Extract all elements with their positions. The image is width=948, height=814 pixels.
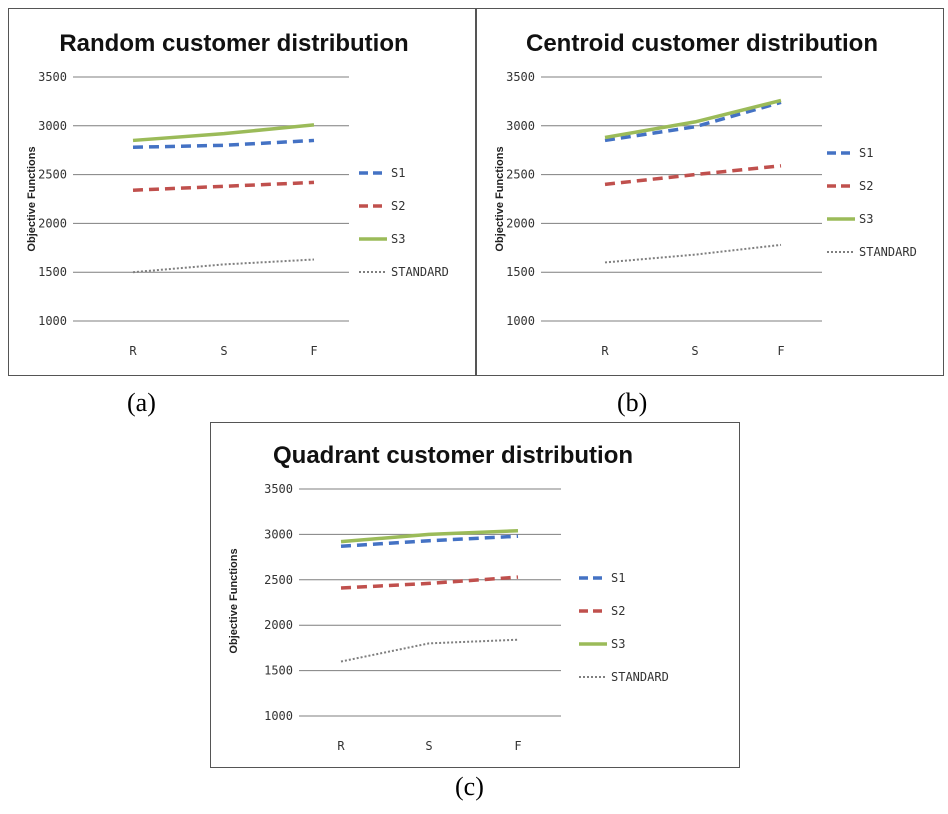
- y-tick-label: 1500: [264, 664, 293, 678]
- y-tick-label: 3000: [506, 119, 535, 133]
- caption-a: (a): [127, 388, 156, 417]
- series-line-standard: [340, 638, 519, 663]
- caption-c: (c): [455, 772, 484, 801]
- y-tick-label: 3500: [264, 482, 293, 496]
- legend-label: S1: [391, 166, 405, 180]
- chart-panel-random: Random customer distribution Objective F…: [8, 8, 476, 376]
- series-line-s2: [604, 164, 782, 187]
- chart-panel-centroid: Centroid customer distribution Objective…: [476, 8, 944, 376]
- y-tick-label: 3000: [38, 119, 67, 133]
- series-line-s3: [604, 98, 782, 140]
- y-tick-label: 2500: [38, 168, 67, 182]
- chart-title: Random customer distribution: [59, 30, 408, 57]
- x-tick-label: F: [777, 344, 784, 358]
- series-line-s2: [132, 180, 315, 192]
- legend-label: S2: [859, 179, 873, 193]
- y-tick-label: 3500: [506, 70, 535, 84]
- y-tick-label: 3000: [264, 527, 293, 541]
- legend-label: S2: [611, 604, 625, 618]
- y-axis-label: Objective Functions: [494, 146, 506, 251]
- legend-label: STANDARD: [611, 670, 669, 684]
- legend-label: STANDARD: [859, 245, 917, 259]
- y-tick-label: 1500: [506, 265, 535, 279]
- x-tick-label: R: [129, 344, 137, 358]
- legend-label: S3: [611, 637, 625, 651]
- chart-random-svg: Random customer distribution Objective F…: [26, 30, 449, 358]
- y-tick-label: 1000: [264, 709, 293, 723]
- chart-panel-quadrant: Quadrant customer distribution Objective…: [210, 422, 740, 768]
- series-line-s2: [340, 575, 519, 590]
- legend-label: STANDARD: [391, 265, 449, 279]
- x-tick-label: F: [514, 739, 521, 753]
- series-line-s3: [132, 123, 315, 143]
- x-tick-label: S: [220, 344, 227, 358]
- y-tick-label: 2500: [506, 168, 535, 182]
- chart-title: Quadrant customer distribution: [273, 442, 633, 469]
- x-tick-label: F: [310, 344, 317, 358]
- chart-quadrant-svg: Quadrant customer distribution Objective…: [228, 442, 669, 753]
- series-line-s1: [340, 534, 519, 548]
- x-tick-label: S: [691, 344, 698, 358]
- caption-b: (b): [617, 388, 648, 417]
- x-tick-label: S: [425, 739, 432, 753]
- chart-centroid-svg: Centroid customer distribution Objective…: [494, 30, 917, 358]
- series-line-s1: [132, 138, 315, 150]
- x-tick-label: R: [337, 739, 345, 753]
- y-tick-label: 1000: [506, 314, 535, 328]
- x-tick-label: R: [601, 344, 609, 358]
- y-tick-label: 3500: [38, 70, 67, 84]
- y-tick-label: 2500: [264, 573, 293, 587]
- y-tick-label: 2000: [264, 618, 293, 632]
- series-line-s3: [340, 529, 519, 544]
- y-tick-label: 2000: [506, 216, 535, 230]
- y-tick-label: 1000: [38, 314, 67, 328]
- series-line-standard: [604, 243, 782, 264]
- legend-label: S3: [391, 232, 405, 246]
- legend-label: S1: [611, 571, 625, 585]
- chart-title: Centroid customer distribution: [526, 30, 878, 57]
- legend-label: S3: [859, 212, 873, 226]
- y-axis-label: Objective Functions: [26, 146, 38, 251]
- y-axis-label: Objective Functions: [228, 548, 240, 653]
- legend-label: S2: [391, 199, 405, 213]
- series-line-s1: [604, 100, 782, 143]
- y-tick-label: 2000: [38, 216, 67, 230]
- y-tick-label: 1500: [38, 265, 67, 279]
- legend-label: S1: [859, 146, 873, 160]
- series-line-standard: [132, 258, 315, 274]
